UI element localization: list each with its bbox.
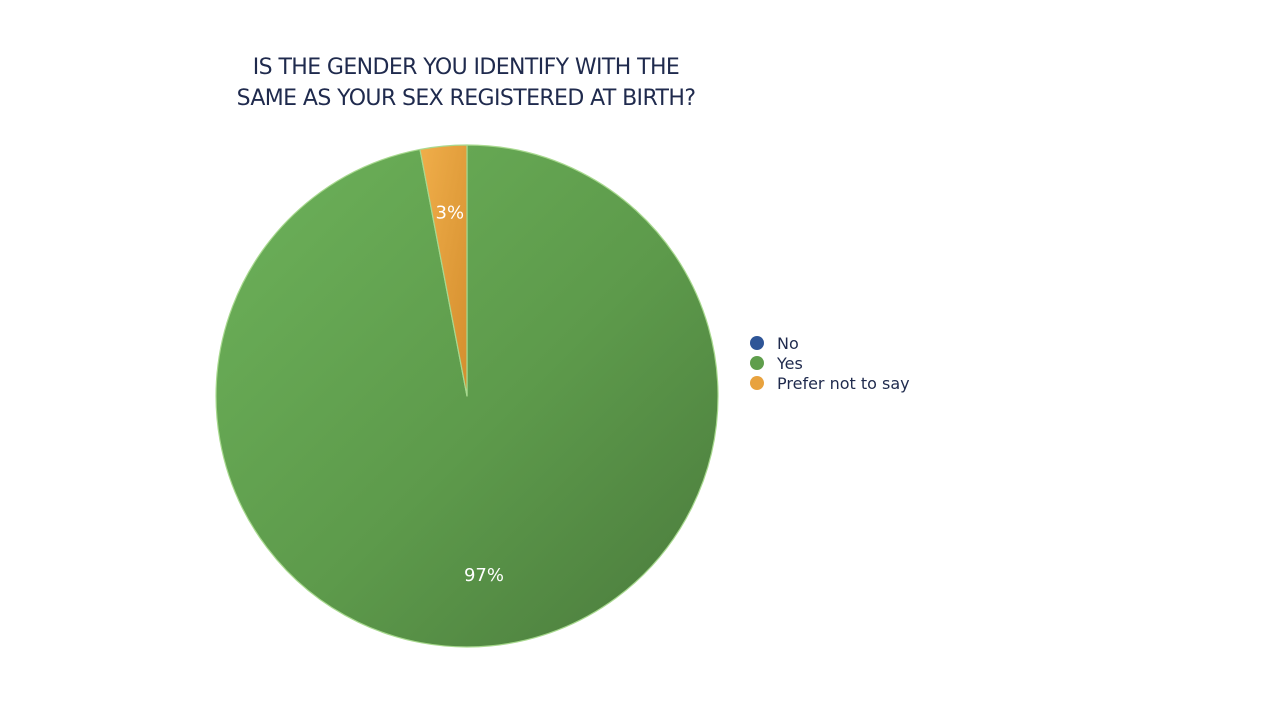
data-label-prefer-not-to-say: 3% bbox=[436, 203, 465, 224]
legend-label-no: No bbox=[777, 333, 799, 353]
chart-legend: No Yes Prefer not to say bbox=[750, 333, 910, 393]
pie-slice-prefer-not-to-say bbox=[419, 144, 468, 397]
legend-label-yes: Yes bbox=[777, 353, 803, 373]
chart-title: IS THE GENDER YOU IDENTIFY WITH THE SAME… bbox=[200, 52, 732, 114]
legend-swatch-no bbox=[750, 336, 764, 350]
legend-label-prefer-not-to-say: Prefer not to say bbox=[777, 373, 910, 393]
legend-swatch-prefer-not-to-say bbox=[750, 376, 764, 390]
legend-item-yes: Yes bbox=[750, 353, 910, 373]
legend-item-prefer-not-to-say: Prefer not to say bbox=[750, 373, 910, 393]
data-label-yes: 97% bbox=[464, 565, 504, 586]
legend-swatch-yes bbox=[750, 356, 764, 370]
chart-title-line-2: SAME AS YOUR SEX REGISTERED AT BIRTH? bbox=[236, 86, 696, 111]
chart-title-line-1: IS THE GENDER YOU IDENTIFY WITH THE bbox=[252, 55, 680, 80]
pie-data-labels: 97% 3% bbox=[436, 203, 504, 586]
legend-item-no: No bbox=[750, 333, 910, 353]
pie-slices bbox=[215, 144, 719, 648]
